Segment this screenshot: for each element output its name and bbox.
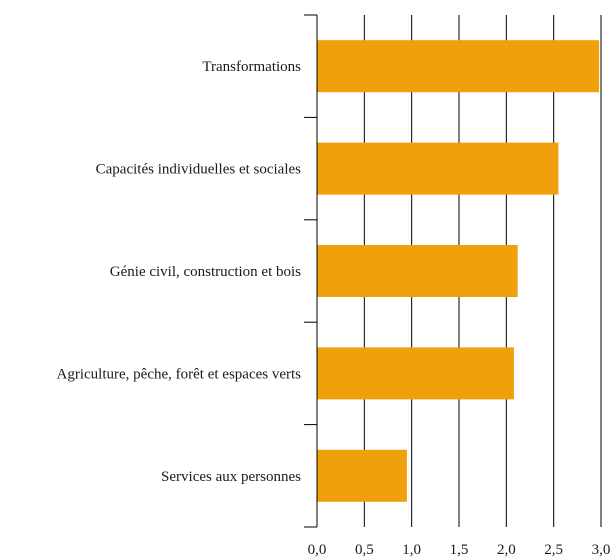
category-label: Capacités individuelles et sociales [96,162,302,178]
bar [317,142,559,195]
category-label: Agriculture, pêche, forêt et espaces ver… [57,366,302,382]
category-label: Transformations [202,59,301,75]
bar [317,245,518,297]
category-label: Génie civil, construction et bois [110,264,301,280]
category-label: Services aux personnes [161,469,301,485]
labels: 0,0 0,5 1,0 1,5 2,0 2,5 3,0 Transformations Capa… [57,59,611,558]
x-tick-label: 0,5 [355,542,374,558]
x-tick-label: 0,0 [308,542,327,558]
x-tick-label: 2,0 [497,542,516,558]
x-tick-label: 3,0 [592,542,611,558]
bars [317,40,600,502]
x-tick-label: 1,0 [402,542,421,558]
x-tick-label: 2,5 [544,542,563,558]
x-tick-label: 1,5 [450,542,469,558]
bar [317,40,600,93]
axes [304,14,318,528]
bar [317,347,514,400]
bar [317,449,407,502]
